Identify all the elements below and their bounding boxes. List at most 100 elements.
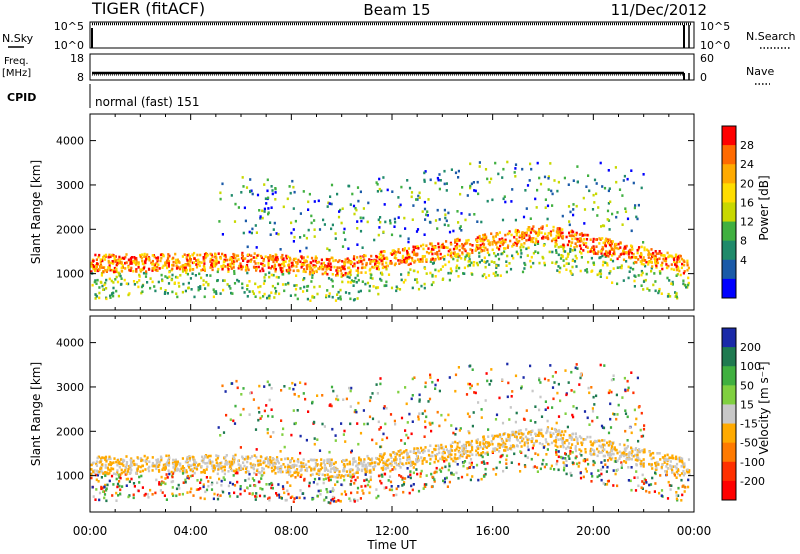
heatmap-cell — [471, 244, 474, 247]
heatmap-cell — [527, 430, 530, 434]
heatmap-cell — [404, 477, 407, 480]
heatmap-cell — [108, 253, 111, 257]
heatmap-cell — [292, 269, 295, 273]
heatmap-cell — [413, 376, 416, 379]
heatmap-cell — [579, 237, 583, 240]
heatmap-cell — [673, 260, 676, 263]
heatmap-cell — [329, 490, 332, 493]
heatmap-cell — [560, 456, 563, 459]
heatmap-cell — [193, 466, 196, 470]
heatmap-cell — [146, 281, 149, 284]
heatmap-cell — [531, 437, 534, 440]
heatmap-cell — [181, 469, 184, 473]
heatmap-cell — [342, 398, 345, 401]
heatmap-cell — [349, 475, 352, 479]
heatmap-cell — [241, 265, 244, 269]
heatmap-cell — [135, 263, 138, 266]
heatmap-cell — [352, 264, 355, 268]
heatmap-cell — [476, 263, 479, 267]
heatmap-cell — [286, 255, 290, 259]
heatmap-cell — [336, 192, 339, 196]
heatmap-cell — [547, 379, 550, 382]
heatmap-cell — [545, 431, 548, 435]
heatmap-cell — [262, 257, 265, 261]
heatmap-cell — [454, 433, 457, 436]
heatmap-cell — [642, 458, 645, 461]
heatmap-cell — [632, 454, 635, 458]
heatmap-cell — [197, 288, 200, 292]
heatmap-cell — [372, 285, 375, 288]
heatmap-cell — [500, 437, 503, 441]
heatmap-cell — [416, 258, 420, 261]
heatmap-cell — [321, 466, 324, 470]
heatmap-cell — [555, 430, 558, 433]
heatmap-cell — [614, 242, 617, 246]
heatmap-cell — [351, 468, 354, 472]
heatmap-cell — [366, 220, 369, 224]
heatmap-cell — [157, 280, 160, 284]
heatmap-cell — [519, 246, 522, 249]
heatmap-cell — [429, 260, 432, 263]
heatmap-cell — [680, 478, 683, 482]
heatmap-cell — [385, 261, 388, 265]
heatmap-cell — [159, 259, 162, 263]
heatmap-cell — [629, 250, 632, 254]
heatmap-cell — [271, 265, 274, 268]
heatmap-cell — [603, 454, 606, 458]
heatmap-cell — [419, 244, 423, 248]
heatmap-cell — [688, 470, 691, 474]
heatmap-cell — [100, 264, 103, 268]
heatmap-cell — [536, 232, 539, 235]
heatmap-cell — [555, 421, 558, 425]
heatmap-cell — [625, 446, 628, 450]
heatmap-cell — [298, 496, 301, 500]
heatmap-cell — [390, 460, 394, 463]
heatmap-cell — [436, 208, 439, 212]
heatmap-cell — [242, 257, 245, 261]
colorbar-swatch — [722, 221, 736, 242]
heatmap-cell — [600, 478, 603, 482]
heatmap-cell — [390, 233, 394, 237]
heatmap-cell — [136, 467, 139, 471]
heatmap-cell — [111, 494, 114, 497]
heatmap-cell — [246, 295, 249, 298]
heatmap-cell — [584, 448, 587, 451]
heatmap-cell — [486, 462, 489, 465]
heatmap-cell — [521, 439, 524, 443]
heatmap-cell — [684, 486, 687, 489]
heatmap-cell — [522, 417, 526, 421]
heatmap-cell — [394, 455, 397, 459]
heatmap-cell — [443, 208, 446, 212]
heatmap-cell — [434, 470, 437, 474]
heatmap-cell — [200, 478, 203, 482]
heatmap-cell — [376, 183, 379, 186]
heatmap-cell — [554, 444, 557, 447]
heatmap-cell — [298, 465, 301, 468]
heatmap-cell — [637, 439, 640, 443]
heatmap-cell — [538, 378, 541, 382]
heatmap-cell — [305, 246, 308, 250]
heatmap-cell — [252, 256, 255, 259]
heatmap-cell — [414, 452, 417, 455]
heatmap-cell — [232, 260, 235, 263]
heatmap-cell — [141, 259, 144, 263]
heatmap-cell — [291, 465, 294, 469]
heatmap-cell — [107, 463, 110, 466]
heatmap-cell — [456, 442, 459, 445]
heatmap-cell — [232, 462, 235, 465]
heatmap-cell — [229, 287, 232, 290]
heatmap-cell — [140, 458, 143, 462]
heatmap-cell — [595, 182, 598, 185]
heatmap-cell — [324, 477, 328, 481]
heatmap-cell — [608, 238, 611, 241]
heatmap-cell — [486, 199, 489, 203]
heatmap-cell — [180, 265, 183, 269]
heatmap-cell — [243, 489, 246, 493]
heatmap-cell — [361, 464, 364, 468]
heatmap-cell — [599, 275, 602, 278]
heatmap-cell — [478, 255, 481, 258]
heatmap-cell — [598, 444, 601, 448]
heatmap-cell — [305, 236, 308, 240]
heatmap-cell — [630, 457, 633, 461]
heatmap-cell — [554, 262, 557, 265]
